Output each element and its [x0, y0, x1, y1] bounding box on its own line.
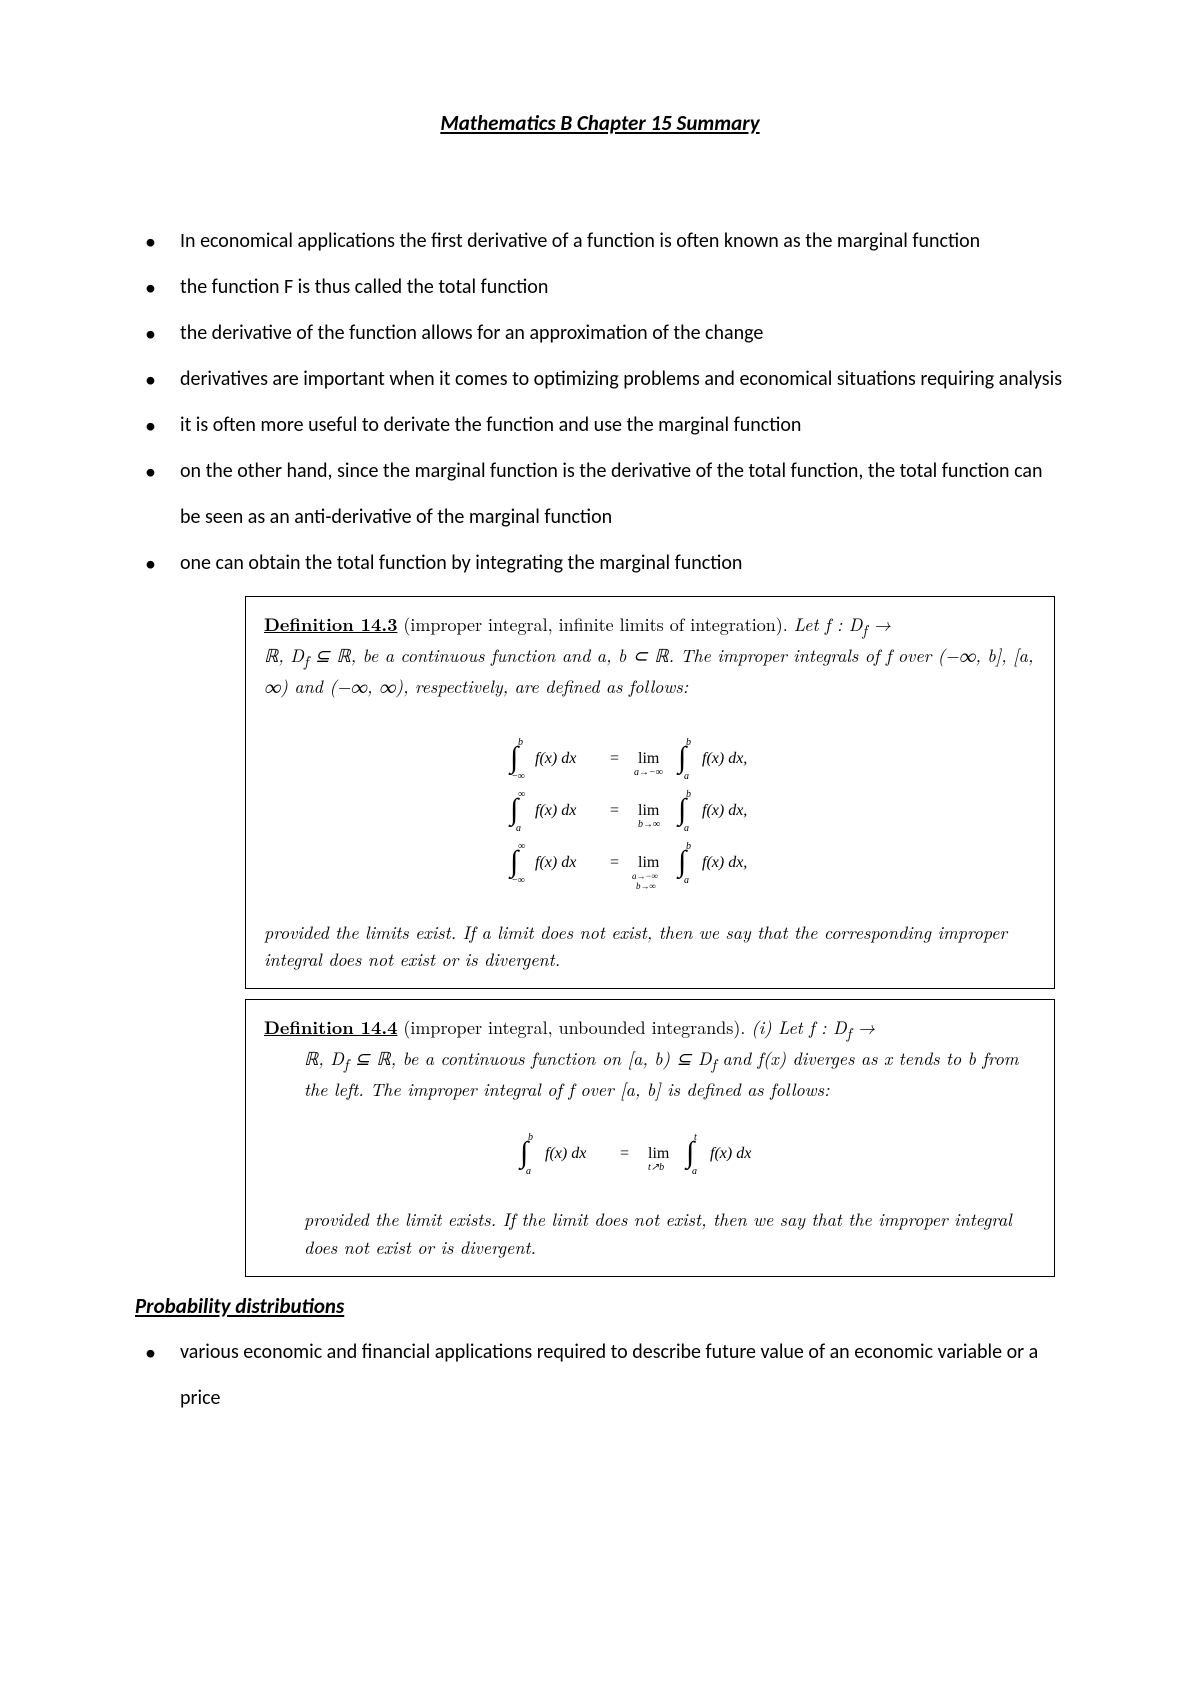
- svg-text:−∞: −∞: [512, 875, 525, 886]
- svg-text:b: b: [686, 737, 691, 748]
- svg-text:f(x) dx,: f(x) dx,: [702, 854, 747, 871]
- svg-text:=: =: [620, 1145, 629, 1162]
- definition-14-3-foot: provided the limits exist. If a limit do…: [264, 919, 1036, 975]
- svg-text:b: b: [528, 1132, 533, 1143]
- svg-text:b: b: [518, 737, 523, 748]
- def-lead: Definition 14.4: [264, 1015, 397, 1040]
- definition-14-3-box: Definition 14.3 (improper integral, infi…: [245, 596, 1055, 989]
- svg-text:a→−∞: a→−∞: [632, 871, 658, 881]
- svg-text:t↗b: t↗b: [648, 1162, 664, 1173]
- svg-text:f(x) dx: f(x) dx: [710, 1145, 751, 1162]
- def-i-tail: →: [851, 1015, 875, 1040]
- def-line2b: ⊆ ℝ, be a continuous function and a, b ⊂…: [308, 643, 717, 668]
- def-i: (i) Let f : D: [751, 1015, 846, 1040]
- def-line2a: ℝ, D: [264, 643, 304, 668]
- main-bullet-list: In economical applications the first der…: [135, 218, 1065, 586]
- svg-text:=: =: [610, 750, 619, 767]
- svg-text:lim: lim: [648, 1145, 670, 1162]
- svg-text:f(x) dx: f(x) dx: [545, 1145, 586, 1162]
- def144-b1a: ℝ, D: [304, 1046, 344, 1071]
- svg-text:−∞: −∞: [512, 771, 525, 782]
- list-item: In economical applications the first der…: [135, 218, 1065, 264]
- definition-14-3-line2: ℝ, Df ⊆ ℝ, be a continuous function and …: [264, 642, 1036, 701]
- list-item: the derivative of the function allows fo…: [135, 310, 1065, 356]
- definition-14-3-equations: ∫ b −∞ f(x) dx = lim a→−∞ ∫ b a f(x) dx,…: [264, 723, 1036, 893]
- svg-text:t: t: [694, 1132, 697, 1143]
- svg-text:b→∞: b→∞: [636, 881, 656, 891]
- def144-b1b: ⊆ ℝ, be a continuous function on [a, b) …: [348, 1046, 711, 1071]
- svg-text:=: =: [610, 854, 619, 871]
- definition-14-4-head: Definition 14.4 (improper integral, unbo…: [264, 1014, 1036, 1045]
- section-probability-title: Probability distributions: [135, 1293, 1065, 1319]
- svg-text:b: b: [686, 789, 691, 800]
- svg-text:lim: lim: [638, 854, 660, 871]
- svg-text:f(x) dx: f(x) dx: [535, 750, 576, 767]
- svg-text:∞: ∞: [518, 789, 525, 800]
- svg-text:a: a: [526, 1166, 531, 1177]
- equation-svg-2: ∫ b a f(x) dx = lim t↗b ∫ t a f(x) dx: [480, 1126, 820, 1180]
- list-item: it is often more useful to derivate the …: [135, 402, 1065, 448]
- definition-14-4-box: Definition 14.4 (improper integral, unbo…: [245, 999, 1055, 1276]
- list-item: the function F is thus called the total …: [135, 264, 1065, 310]
- svg-text:b→∞: b→∞: [638, 819, 660, 830]
- list-item: one can obtain the total function by int…: [135, 540, 1065, 586]
- definition-14-3-head: Definition 14.3 (improper integral, infi…: [264, 611, 1036, 642]
- svg-text:f(x) dx: f(x) dx: [535, 802, 576, 819]
- svg-text:a: a: [684, 771, 689, 782]
- definition-14-4-foot: provided the limit exists. If the limit …: [264, 1206, 1036, 1262]
- list-item: various economic and financial applicati…: [135, 1329, 1065, 1421]
- svg-text:f(x) dx: f(x) dx: [535, 854, 576, 871]
- def-paren: (improper integral, unbounded integrands…: [397, 1015, 751, 1040]
- def-lead: Definition 14.3: [264, 612, 397, 637]
- svg-text:=: =: [610, 802, 619, 819]
- secondary-bullet-list: various economic and financial applicati…: [135, 1329, 1065, 1421]
- svg-text:a: a: [516, 823, 521, 834]
- equation-svg-1: ∫ b −∞ f(x) dx = lim a→−∞ ∫ b a f(x) dx,…: [470, 723, 830, 893]
- svg-text:lim: lim: [638, 750, 660, 767]
- definition-14-4-equation: ∫ b a f(x) dx = lim t↗b ∫ t a f(x) dx: [264, 1126, 1036, 1180]
- definition-14-4-body: ℝ, Df ⊆ ℝ, be a continuous function on […: [264, 1045, 1036, 1104]
- svg-text:f(x) dx,: f(x) dx,: [702, 750, 747, 767]
- def-paren: (improper integral, infinite limits of i…: [397, 612, 793, 637]
- svg-text:a: a: [684, 823, 689, 834]
- svg-text:∞: ∞: [518, 841, 525, 852]
- def-tail1: Let f : D: [794, 612, 863, 637]
- page-title: Mathematics B Chapter 15 Summary: [135, 110, 1065, 136]
- svg-text:a: a: [684, 875, 689, 886]
- svg-text:a: a: [692, 1166, 697, 1177]
- svg-text:f(x) dx,: f(x) dx,: [702, 802, 747, 819]
- list-item: derivatives are important when it comes …: [135, 356, 1065, 402]
- list-item: on the other hand, since the marginal fu…: [135, 448, 1065, 540]
- svg-text:a→−∞: a→−∞: [634, 767, 663, 778]
- def144-b1d: improper integral of f over [a, b] is de…: [407, 1077, 829, 1102]
- def-tail2: →: [867, 612, 891, 637]
- svg-text:b: b: [686, 841, 691, 852]
- svg-text:lim: lim: [638, 802, 660, 819]
